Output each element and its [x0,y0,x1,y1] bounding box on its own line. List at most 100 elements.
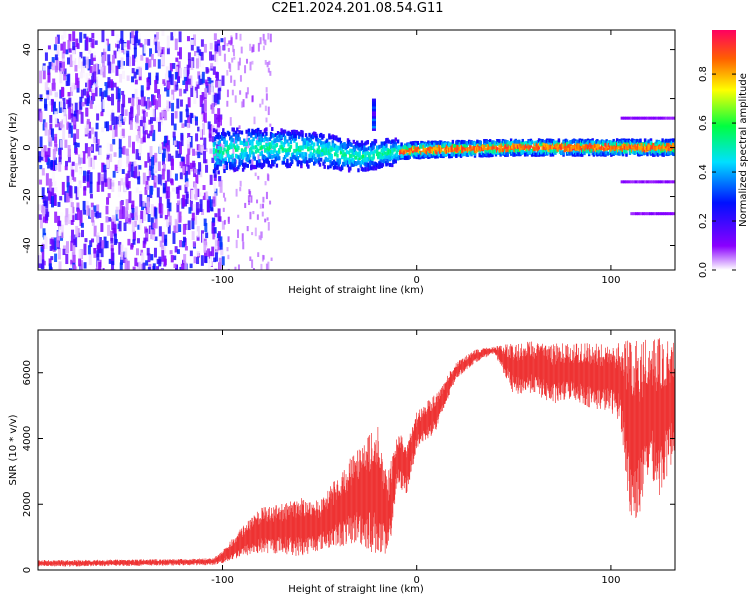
noise-cell [149,48,153,57]
noise-cell [107,193,111,199]
noise-cell [89,240,93,248]
signal-cell [246,154,249,159]
signal-cell [310,157,314,162]
noise-cell [49,137,53,147]
noise-cell [41,259,45,269]
noise-cell [106,197,110,205]
sideband-cell [671,116,675,120]
noise-cell [216,143,220,157]
noise-cell [237,214,240,218]
signal-cell [434,154,437,159]
noise-cell [78,180,82,188]
sideband-cell [639,212,643,216]
noise-cell [100,111,104,117]
colorbar-tick-label: 0.6 [698,115,709,131]
noise-cell [78,168,82,176]
noise-cell [58,162,62,172]
noise-cell [148,119,152,125]
signal-cell [240,151,244,156]
noise-cell [47,72,51,83]
signal-cell [488,149,492,154]
noise-cell [101,162,105,173]
noise-cell [187,78,191,85]
signal-cell [299,132,302,137]
noise-cell [112,228,116,234]
signal-cell [427,143,430,148]
signal-cell [424,153,428,158]
signal-cell [294,134,297,139]
noise-cell [59,71,63,84]
noise-cell [190,39,194,45]
noise-cell [193,256,197,264]
noise-cell [60,230,64,239]
signal-cell [299,153,302,158]
sideband-cell [667,212,671,216]
noise-cell [109,153,113,163]
signal-cell [248,153,252,158]
noise-cell [103,169,107,183]
signal-cell [564,144,568,149]
signal-cell [662,145,665,150]
noise-cell [157,174,161,185]
signal-cell [612,138,615,143]
noise-cell [181,123,185,128]
noise-cell [111,54,115,64]
noise-cell [259,203,262,209]
noise-cell [158,203,162,214]
noise-cell [118,241,122,255]
noise-cell [89,100,93,109]
noise-cell [120,57,124,70]
signal-cell [329,159,332,164]
signal-cell [525,144,528,149]
signal-cell [271,159,274,164]
signal-cell [597,143,600,148]
noise-cell [135,56,139,70]
noise-cell [86,120,90,133]
noise-cell [198,162,202,172]
noise-cell [244,65,247,74]
noise-cell [196,144,200,151]
sideband-cell [644,212,648,216]
noise-cell [149,130,153,137]
noise-cell [202,192,206,200]
noise-cell [219,179,223,193]
sideband-cell [643,180,647,184]
noise-cell [105,240,109,249]
noise-cell [185,108,189,118]
noise-cell [207,82,211,95]
noise-cell [186,36,190,42]
signal-cell [247,156,251,161]
noise-cell [122,94,126,108]
noise-cell [204,148,208,153]
noise-cell [196,46,200,55]
signal-cell [607,146,611,151]
noise-cell [48,101,52,106]
signal-cell [264,155,267,160]
signal-cell [389,145,393,150]
noise-cell [79,210,83,223]
signal-cell [265,127,268,132]
noise-cell [105,38,109,46]
noise-cell [147,39,151,46]
noise-cell [85,200,89,209]
noise-cell [44,82,48,92]
noise-cell [257,42,260,52]
noise-cell [91,72,95,86]
noise-cell [93,155,97,160]
signal-cell [282,133,286,138]
noise-cell [252,44,255,52]
noise-cell [166,149,170,162]
signal-cell [282,160,286,165]
noise-cell [190,85,194,97]
noise-cell [137,99,141,106]
signal-cell [393,147,396,152]
noise-cell [209,148,213,154]
sideband-cell [639,116,643,120]
noise-cell [189,75,193,88]
noise-cell [234,95,237,103]
noise-cell [249,256,252,262]
noise-cell [229,117,232,126]
signal-cell [380,144,383,149]
sideband-cell [641,212,645,216]
signal-cell [571,146,575,151]
